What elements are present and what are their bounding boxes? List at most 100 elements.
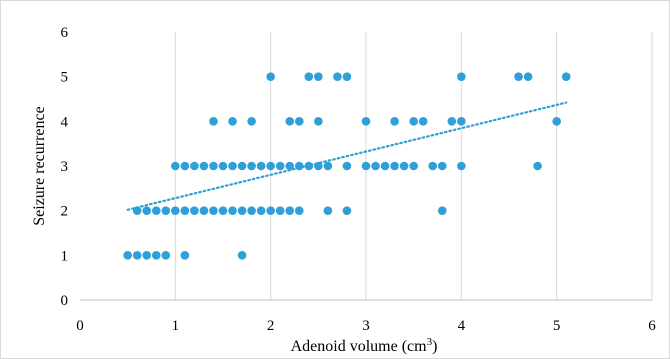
data-point [256,206,266,215]
data-point [323,161,333,171]
data-point [237,206,247,215]
data-point [304,72,314,81]
y-tick-label: 5 [61,70,69,86]
trendline [126,101,568,211]
data-point [390,117,399,126]
data-point [437,161,447,171]
data-point [228,117,237,126]
data-point [180,206,190,215]
data-point [342,206,352,215]
data-point [447,117,457,126]
y-tick-label: 3 [61,159,69,175]
data-point [294,117,304,126]
data-point [218,161,228,171]
data-point [228,161,237,171]
data-point [361,117,371,126]
data-point [399,161,409,171]
data-point [333,72,342,81]
data-point [209,117,218,126]
data-point [199,206,209,215]
y-tick-label: 4 [61,114,69,130]
data-point [285,161,295,171]
data-point [342,72,352,81]
data-point [514,72,523,81]
x-tick-label: 6 [648,318,656,334]
data-point [266,72,275,81]
data-point [304,161,314,171]
data-point [247,206,256,215]
x-axis-title: Adenoid volume (cm3) [291,336,438,355]
tick-labels: 0 1 2 3 4 5 6 0 1 2 3 4 5 6 [61,25,657,334]
y-tick-label: 2 [61,204,69,220]
data-point [256,161,266,171]
data-point [361,161,371,171]
y-tick-label: 6 [61,25,69,41]
data-point [275,161,285,171]
data-point [132,206,142,215]
data-point [171,161,180,171]
data-point [523,72,533,81]
x-tick-label: 4 [458,318,466,334]
data-point [237,161,247,171]
data-point [380,161,390,171]
data-point [190,161,199,171]
data-point [323,206,333,215]
data-point [190,206,199,215]
data-point [314,161,323,171]
trendline-layer [126,101,568,211]
data-point [342,161,352,171]
data-point [457,117,466,126]
data-point [247,161,256,171]
data-point [151,206,161,215]
data-point [561,72,571,81]
y-axis-title: Seizure recurrence [31,106,48,225]
data-point [142,206,152,215]
data-point [151,251,161,260]
data-point [171,206,180,215]
data-point [409,117,418,126]
data-point [199,161,209,171]
data-point [428,161,438,171]
data-point [533,161,542,171]
data-point [371,161,380,171]
data-point [314,72,323,81]
data-point [161,251,171,260]
x-tick-label: 1 [172,318,180,334]
x-tick-label: 3 [362,318,370,334]
data-point [457,161,466,171]
x-tick-label: 0 [76,318,84,334]
data-point [457,72,466,81]
data-point [142,251,152,260]
data-point [285,117,295,126]
x-axis-title-superscript: 3 [427,336,433,348]
data-point [180,251,190,260]
data-point [390,161,399,171]
data-point [247,117,256,126]
data-point [266,206,275,215]
data-point [266,161,275,171]
data-point [285,206,295,215]
data-point [409,161,418,171]
x-tick-label: 5 [553,318,561,334]
data-point [161,206,171,215]
data-point [123,251,132,260]
data-point [437,206,447,215]
x-tick-label: 2 [267,318,275,334]
data-point [552,117,561,126]
data-point [294,161,304,171]
data-point [228,206,237,215]
data-point [218,206,228,215]
data-point [209,206,218,215]
data-point [275,206,285,215]
data-point [294,206,304,215]
data-point [209,161,218,171]
data-point [132,251,142,260]
y-tick-label: 0 [61,293,69,309]
data-point [180,161,190,171]
points-layer [123,72,571,260]
y-tick-label: 1 [61,248,69,264]
data-point [314,117,323,126]
data-point [418,117,428,126]
